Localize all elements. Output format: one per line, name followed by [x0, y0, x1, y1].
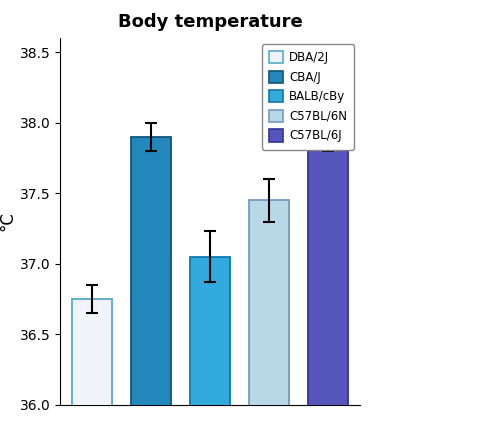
- Bar: [131, 137, 171, 426]
- Title: Body temperature: Body temperature: [118, 13, 302, 31]
- Y-axis label: °C: °C: [0, 212, 17, 231]
- Bar: [72, 299, 112, 426]
- Bar: [308, 137, 348, 426]
- Bar: [249, 200, 289, 426]
- Legend: DBA/2J, CBA/J, BALB/cBy, C57BL/6N, C57BL/6J: DBA/2J, CBA/J, BALB/cBy, C57BL/6N, C57BL…: [262, 44, 354, 150]
- Bar: [190, 257, 230, 426]
